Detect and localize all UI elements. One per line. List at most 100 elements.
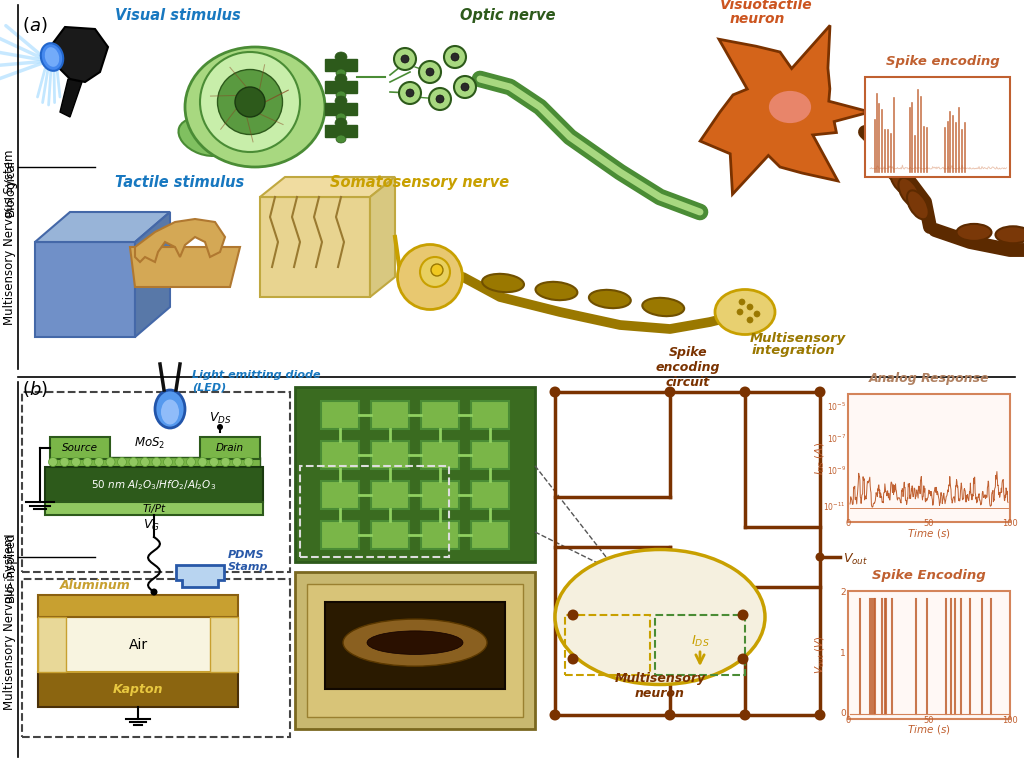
Ellipse shape xyxy=(336,69,346,77)
Ellipse shape xyxy=(45,48,59,67)
Circle shape xyxy=(129,457,138,466)
Text: $10^{-5}$: $10^{-5}$ xyxy=(826,400,846,413)
Ellipse shape xyxy=(161,400,179,424)
Text: Tactile stimulus: Tactile stimulus xyxy=(115,175,245,190)
Ellipse shape xyxy=(335,96,347,106)
Ellipse shape xyxy=(234,87,265,117)
Ellipse shape xyxy=(399,82,421,104)
Text: Spike Encoding: Spike Encoding xyxy=(872,569,986,582)
Bar xyxy=(321,480,359,509)
Bar xyxy=(471,521,509,548)
Ellipse shape xyxy=(715,289,775,334)
Bar xyxy=(865,77,1010,177)
Ellipse shape xyxy=(41,43,63,71)
Bar xyxy=(421,480,459,509)
Circle shape xyxy=(175,457,184,466)
Ellipse shape xyxy=(444,46,466,68)
Text: $V_{DS}$: $V_{DS}$ xyxy=(209,411,231,426)
Bar xyxy=(321,521,359,548)
Bar xyxy=(471,480,509,509)
Bar xyxy=(45,467,263,502)
Text: Multisensory
neuron: Multisensory neuron xyxy=(614,672,706,700)
Polygon shape xyxy=(135,212,170,337)
Text: Somatosensory nerve: Somatosensory nerve xyxy=(331,175,510,190)
Circle shape xyxy=(567,653,579,664)
Ellipse shape xyxy=(429,88,451,110)
Polygon shape xyxy=(130,247,240,287)
Ellipse shape xyxy=(336,113,346,121)
Polygon shape xyxy=(35,212,170,242)
Bar xyxy=(200,437,260,459)
Circle shape xyxy=(94,457,103,466)
Text: $10^{-7}$: $10^{-7}$ xyxy=(826,433,846,445)
Ellipse shape xyxy=(185,47,325,167)
Circle shape xyxy=(151,588,158,595)
Circle shape xyxy=(152,457,161,466)
Ellipse shape xyxy=(367,631,463,654)
FancyBboxPatch shape xyxy=(22,392,290,572)
Ellipse shape xyxy=(737,309,743,315)
Ellipse shape xyxy=(746,317,753,323)
Bar xyxy=(371,440,409,469)
Circle shape xyxy=(198,457,207,466)
Ellipse shape xyxy=(555,549,765,684)
Bar xyxy=(848,591,1010,719)
Text: Source: Source xyxy=(62,443,98,453)
Text: $I_{DS}\ (A)$: $I_{DS}\ (A)$ xyxy=(813,441,826,475)
Ellipse shape xyxy=(746,304,753,310)
Bar xyxy=(260,197,370,297)
Ellipse shape xyxy=(406,89,414,97)
Circle shape xyxy=(118,457,127,466)
Bar xyxy=(471,440,509,469)
Text: Analog Response: Analog Response xyxy=(868,372,989,385)
Text: Spike encoding: Spike encoding xyxy=(886,55,999,68)
Ellipse shape xyxy=(995,226,1024,243)
Ellipse shape xyxy=(426,68,434,76)
Text: 100: 100 xyxy=(1002,519,1018,528)
Circle shape xyxy=(814,387,825,397)
Bar xyxy=(325,602,505,689)
Circle shape xyxy=(140,457,150,466)
Bar xyxy=(50,457,260,467)
Circle shape xyxy=(567,610,579,621)
Text: Aluminum: Aluminum xyxy=(59,579,130,592)
Text: $Time\ (s)$: $Time\ (s)$ xyxy=(907,723,951,736)
Ellipse shape xyxy=(335,52,347,62)
Bar xyxy=(371,480,409,509)
Bar xyxy=(50,437,110,459)
Polygon shape xyxy=(60,79,82,117)
Text: $V_G$: $V_G$ xyxy=(143,518,160,532)
Polygon shape xyxy=(700,25,870,194)
Text: Ti/Pt: Ti/Pt xyxy=(142,504,166,514)
Bar xyxy=(295,387,535,562)
Bar xyxy=(848,394,1010,522)
Bar xyxy=(325,81,357,93)
Ellipse shape xyxy=(336,135,346,143)
Ellipse shape xyxy=(336,91,346,99)
Bar xyxy=(321,440,359,469)
Ellipse shape xyxy=(335,74,347,84)
Ellipse shape xyxy=(178,118,231,156)
Ellipse shape xyxy=(956,224,991,241)
Polygon shape xyxy=(135,219,225,262)
Ellipse shape xyxy=(420,257,450,287)
Ellipse shape xyxy=(431,264,443,276)
Ellipse shape xyxy=(898,178,921,207)
Circle shape xyxy=(550,387,560,397)
Text: 50: 50 xyxy=(924,519,934,528)
Bar xyxy=(45,502,263,515)
Ellipse shape xyxy=(872,140,894,169)
Text: $MoS_2$: $MoS_2$ xyxy=(134,436,166,450)
Text: Light emitting diode
(LED): Light emitting diode (LED) xyxy=(193,370,321,392)
Text: 0: 0 xyxy=(846,716,851,725)
Text: Multisensory Nervous System: Multisensory Nervous System xyxy=(3,150,16,324)
Bar xyxy=(307,584,523,717)
Text: Bio-inspired: Bio-inspired xyxy=(3,532,16,602)
Polygon shape xyxy=(260,177,395,197)
Bar xyxy=(421,521,459,548)
Ellipse shape xyxy=(536,281,578,300)
Bar xyxy=(38,595,238,617)
Text: PDMS
Stamp: PDMS Stamp xyxy=(228,551,268,572)
Circle shape xyxy=(83,457,92,466)
Text: Multisensory: Multisensory xyxy=(750,332,846,345)
